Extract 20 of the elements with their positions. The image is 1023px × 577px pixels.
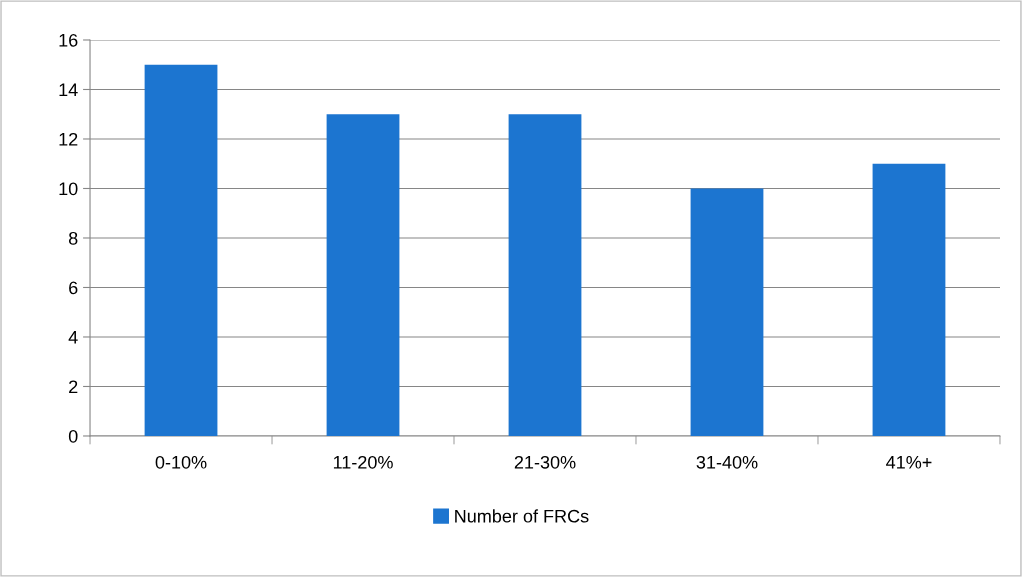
legend-label: Number of FRCs (455, 509, 589, 523)
bar (872, 163, 946, 436)
y-tick-label: 2 (69, 380, 78, 394)
y-tick-label: 8 (68, 231, 78, 245)
y-tick-label: 16 (59, 33, 78, 47)
x-tick-label: 31-40% (696, 455, 758, 469)
bar (326, 114, 400, 436)
bar (690, 188, 764, 436)
x-tick-label: 11-20% (333, 455, 393, 469)
y-tick-label: 4 (68, 331, 78, 344)
y-tick-label: 10 (59, 182, 78, 196)
bar (508, 114, 582, 436)
y-tick-label: 12 (59, 132, 78, 146)
bar (144, 64, 218, 436)
y-tick-label: 6 (69, 281, 78, 295)
y-tick-label: 14 (59, 83, 78, 97)
y-tick-label: 0 (68, 429, 78, 443)
x-tick-label: 21-30% (514, 455, 576, 469)
x-tick-label: 0-10% (155, 455, 207, 469)
x-tick-label: 41%+ (886, 455, 932, 469)
